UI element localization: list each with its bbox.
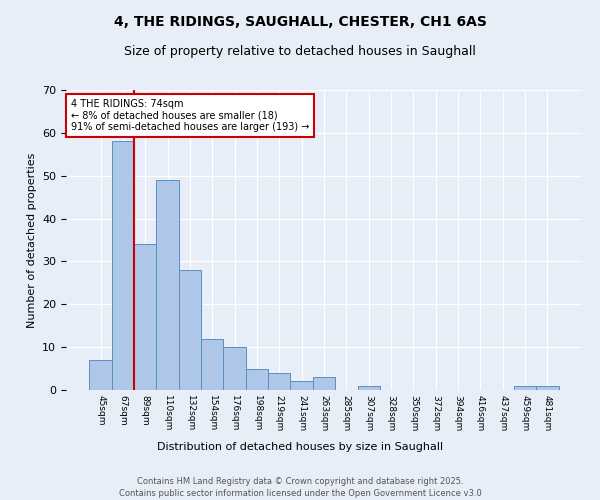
Bar bbox=[223, 347, 246, 390]
Bar bbox=[112, 142, 134, 390]
Text: Contains HM Land Registry data © Crown copyright and database right 2025.: Contains HM Land Registry data © Crown c… bbox=[137, 478, 463, 486]
Bar bbox=[179, 270, 201, 390]
Text: 4 THE RIDINGS: 74sqm
← 8% of detached houses are smaller (18)
91% of semi-detach: 4 THE RIDINGS: 74sqm ← 8% of detached ho… bbox=[71, 99, 310, 132]
Bar bbox=[157, 180, 179, 390]
Text: 4, THE RIDINGS, SAUGHALL, CHESTER, CH1 6AS: 4, THE RIDINGS, SAUGHALL, CHESTER, CH1 6… bbox=[113, 15, 487, 29]
Bar bbox=[313, 377, 335, 390]
Bar bbox=[514, 386, 536, 390]
Bar bbox=[246, 368, 268, 390]
Text: Size of property relative to detached houses in Saughall: Size of property relative to detached ho… bbox=[124, 45, 476, 58]
Text: Distribution of detached houses by size in Saughall: Distribution of detached houses by size … bbox=[157, 442, 443, 452]
Bar bbox=[536, 386, 559, 390]
Bar bbox=[89, 360, 112, 390]
Text: Contains public sector information licensed under the Open Government Licence v3: Contains public sector information licen… bbox=[119, 489, 481, 498]
Bar bbox=[134, 244, 157, 390]
Bar bbox=[201, 338, 223, 390]
Bar bbox=[358, 386, 380, 390]
Bar bbox=[268, 373, 290, 390]
Y-axis label: Number of detached properties: Number of detached properties bbox=[26, 152, 37, 328]
Bar bbox=[290, 382, 313, 390]
